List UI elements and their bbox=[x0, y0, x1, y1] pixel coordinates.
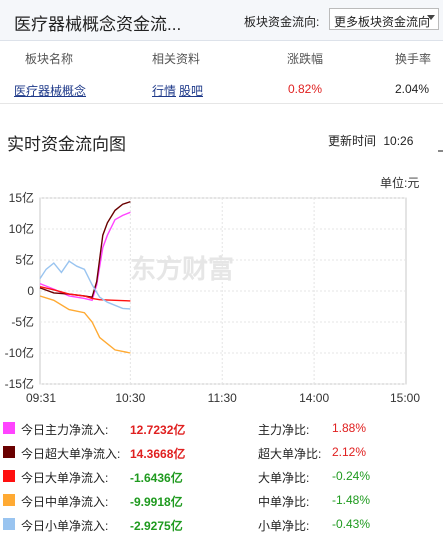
y-tick-label: 10亿 bbox=[9, 221, 34, 236]
series-line-4 bbox=[39, 260, 131, 310]
y-axis: 15亿 10亿 5亿 0 -5亿 -10亿 -15亿 bbox=[5, 190, 35, 391]
board-name-link[interactable]: 医疗器械概念 bbox=[14, 84, 87, 98]
y-tick-label: 0 bbox=[27, 284, 34, 298]
x-tick-label: 11:30 bbox=[208, 391, 237, 405]
ratio-value: -0.24% bbox=[332, 469, 371, 483]
flow-direction-select[interactable]: 更多板块资金流向 bbox=[329, 8, 439, 30]
grid-lines bbox=[40, 197, 406, 385]
quote-link[interactable]: 行情 bbox=[152, 84, 177, 98]
unit-label: 单位:元 bbox=[380, 176, 420, 190]
section-title: 实时资金流向图 bbox=[7, 135, 126, 154]
ratio-value: -1.48% bbox=[332, 493, 371, 507]
update-label: 更新时间 bbox=[328, 134, 377, 148]
legend-swatch bbox=[3, 494, 15, 506]
legend-label: 今日大单净流入: bbox=[21, 471, 109, 485]
ratio-label: 小单净比: bbox=[258, 519, 310, 533]
y-tick-label: 15亿 bbox=[9, 190, 34, 205]
y-tick-label: -10亿 bbox=[5, 345, 34, 360]
legend-label: 今日主力净流入: bbox=[21, 423, 109, 437]
series-line-2 bbox=[39, 286, 131, 302]
ratio-label: 中单净比: bbox=[258, 495, 310, 509]
legend-label: 今日中单净流入: bbox=[21, 495, 109, 509]
table-header: 板块名称 相关资料 涨跌幅 换手率 bbox=[0, 41, 443, 73]
ratio-value: 2.12% bbox=[332, 445, 367, 459]
fund-flow-chart: 东方财富 15亿 10亿 5亿 0 -5亿 -10亿 -15亿 09:31 10:30 11:3… bbox=[5, 190, 421, 405]
table-row: 医疗器械概念 行情 股吧 0.82% 2.04% bbox=[0, 73, 443, 104]
legend-swatch bbox=[3, 470, 15, 482]
legend-row: 今日主力净流入: 12.7232亿 主力净比: 1.88% bbox=[0, 418, 443, 440]
forum-link[interactable]: 股吧 bbox=[179, 84, 204, 98]
legend-swatch bbox=[3, 422, 15, 434]
update-time-value: 10:26 bbox=[383, 134, 414, 148]
col-board-name: 板块名称 bbox=[25, 52, 74, 66]
legend-swatch bbox=[3, 446, 15, 458]
x-tick-label: 15:00 bbox=[390, 391, 420, 405]
series-line-1 bbox=[39, 201, 131, 298]
ratio-label: 大单净比: bbox=[258, 471, 310, 485]
ratio-label: 超大单净比: bbox=[258, 447, 322, 461]
legend-value: -1.6436亿 bbox=[130, 471, 183, 485]
legend-label: 今日超大单净流入: bbox=[21, 447, 121, 461]
update-time: 更新时间 10:26 bbox=[328, 132, 413, 149]
series-line-3 bbox=[39, 295, 131, 354]
watermark: 东方财富 bbox=[130, 254, 234, 284]
legend-label: 今日小单净流入: bbox=[21, 519, 109, 533]
chevron-down-icon bbox=[427, 15, 435, 20]
x-tick-label: 14:00 bbox=[299, 391, 329, 405]
legend-swatch bbox=[3, 518, 15, 530]
board-title: 医疗器械概念资金流... bbox=[14, 15, 182, 34]
legend-value: -9.9918亿 bbox=[130, 495, 183, 509]
ratio-value: -0.43% bbox=[332, 517, 371, 531]
ratio-value: 1.88% bbox=[332, 421, 367, 435]
edge-marker bbox=[438, 150, 443, 152]
x-axis: 09:31 10:30 11:30 14:00 15:00 bbox=[26, 391, 420, 405]
col-turnover: 换手率 bbox=[395, 52, 432, 66]
ratio-label: 主力净比: bbox=[258, 423, 310, 437]
legend-value: 14.3668亿 bbox=[130, 447, 186, 461]
legend-value: 12.7232亿 bbox=[130, 423, 186, 437]
flow-select-value: 更多板块资金流向 bbox=[334, 15, 431, 29]
y-tick-label: -15亿 bbox=[5, 376, 34, 391]
legend-value: -2.9275亿 bbox=[130, 519, 183, 533]
legend-row: 今日超大单净流入: 14.3668亿 超大单净比: 2.12% bbox=[0, 442, 443, 464]
series-lines bbox=[39, 201, 131, 354]
x-tick-label: 10:30 bbox=[115, 391, 145, 405]
top-bar: 医疗器械概念资金流... 板块资金流向: 更多板块资金流向 bbox=[0, 0, 443, 41]
change-value: 0.82% bbox=[288, 82, 323, 96]
flow-direction-label: 板块资金流向: bbox=[244, 15, 320, 29]
col-change: 涨跌幅 bbox=[287, 52, 324, 66]
y-tick-label: -5亿 bbox=[11, 314, 34, 329]
turnover-value: 2.04% bbox=[395, 82, 430, 96]
legend-row: 今日大单净流入: -1.6436亿 大单净比: -0.24% bbox=[0, 466, 443, 488]
legend-row: 今日中单净流入: -9.9918亿 中单净比: -1.48% bbox=[0, 490, 443, 512]
x-tick-label: 09:31 bbox=[26, 391, 56, 405]
y-tick-label: 5亿 bbox=[15, 252, 34, 267]
col-related-info: 相关资料 bbox=[152, 52, 201, 66]
legend-row: 今日小单净流入: -2.9275亿 小单净比: -0.43% bbox=[0, 514, 443, 536]
